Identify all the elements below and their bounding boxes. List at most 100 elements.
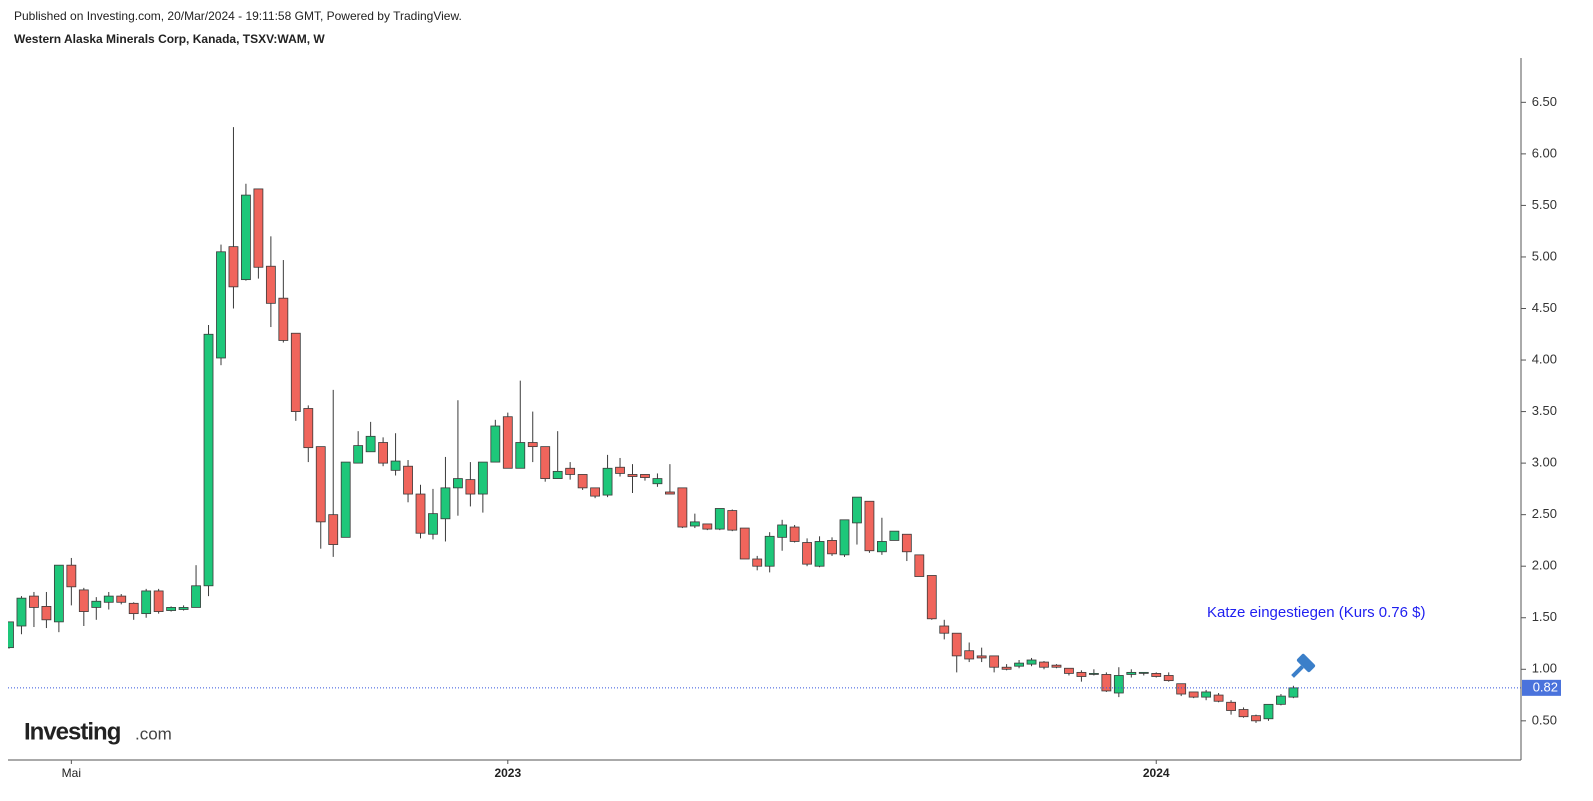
y-tick-label: 4.00: [1532, 351, 1557, 366]
candle-body: [502, 416, 513, 469]
candle-body: [1213, 694, 1224, 702]
candle-body: [827, 540, 837, 555]
candle-body: [228, 246, 239, 288]
candle-body: [627, 474, 638, 477]
candle-body: [1014, 662, 1024, 667]
x-tick-label: 2024: [1143, 766, 1170, 780]
y-tick-label: 6.50: [1532, 94, 1557, 109]
last-price-label: 0.82: [1533, 679, 1558, 694]
gavel-icon: [1291, 653, 1316, 678]
candle-body: [453, 478, 463, 489]
candle-body: [378, 442, 389, 464]
candle-body: [789, 526, 800, 542]
candle-body: [1163, 675, 1174, 682]
candle-body: [814, 541, 825, 567]
candle-body: [403, 465, 413, 495]
candle-body: [290, 332, 301, 412]
candle-body: [103, 595, 114, 603]
candle-body: [1201, 691, 1212, 698]
candle-body: [29, 595, 39, 608]
y-tick-label: 5.00: [1532, 248, 1557, 263]
candle-body: [714, 508, 725, 530]
candle-body: [340, 461, 351, 538]
candle-body: [390, 460, 401, 471]
gavel-head: [1296, 653, 1316, 673]
candle-body: [515, 442, 526, 469]
candle-body: [565, 467, 576, 475]
y-tick-label: 1.50: [1532, 609, 1557, 624]
candle-body: [764, 535, 775, 567]
candle-body: [665, 491, 675, 495]
candle-body: [91, 600, 102, 608]
candle-body: [241, 194, 251, 281]
candle-body: [852, 496, 862, 524]
y-tick-label: 0.50: [1532, 712, 1557, 727]
candle-body: [66, 564, 77, 588]
candle-body: [128, 602, 139, 615]
candle-body: [602, 467, 613, 496]
candle-body: [428, 513, 438, 535]
candle-body: [440, 487, 451, 520]
candle-body: [540, 446, 551, 479]
candle-body: [1126, 671, 1137, 675]
x-tick-label: 2023: [494, 766, 521, 780]
candle-body: [1076, 671, 1087, 677]
chart-title: Western Alaska Minerals Corp, Kanada, TS…: [14, 32, 325, 46]
candle-body: [365, 435, 376, 453]
candle-body: [1064, 667, 1074, 674]
candle-body: [8, 621, 14, 649]
last-price-box: [1522, 679, 1561, 696]
y-tick-label: 5.50: [1532, 197, 1557, 212]
candle-body: [116, 595, 127, 603]
candle-body: [777, 524, 788, 538]
candle-body: [303, 408, 314, 449]
candle-body: [141, 590, 152, 615]
y-tick-label: 3.00: [1532, 455, 1557, 470]
candle-body: [490, 425, 501, 463]
candle-body: [203, 333, 214, 587]
candle-body: [328, 514, 339, 545]
candle-body: [640, 474, 650, 478]
candle-body: [78, 589, 89, 612]
logo-name: Investing: [24, 718, 121, 745]
candle-body: [877, 541, 887, 553]
candle-body: [1188, 691, 1199, 698]
candle-body: [1026, 659, 1037, 665]
candle-body: [752, 558, 763, 567]
candle-body: [552, 470, 563, 479]
candle-body: [1088, 673, 1099, 675]
candle-body: [1288, 687, 1299, 698]
candle-body: [1113, 675, 1124, 694]
candle-body: [1101, 674, 1112, 692]
candle-body: [989, 655, 1000, 668]
candle-body: [1276, 695, 1286, 705]
candle-body: [415, 493, 426, 534]
candle-body: [926, 575, 937, 620]
candle-body: [191, 585, 201, 608]
candle-body: [216, 251, 226, 359]
candle-body: [465, 479, 476, 495]
y-tick-label: 3.50: [1532, 403, 1557, 418]
candle-body: [615, 466, 625, 474]
candle-body: [976, 655, 987, 659]
y-tick-label: 1.00: [1532, 661, 1557, 676]
candle-body: [353, 445, 364, 464]
y-tick-label: 6.00: [1532, 145, 1557, 160]
candle-body: [315, 446, 326, 523]
candle-body: [901, 533, 912, 553]
candle-body: [951, 632, 962, 657]
candle-body: [577, 474, 588, 489]
candle-body: [702, 523, 713, 530]
candle-body: [178, 607, 189, 610]
candle-body: [964, 650, 975, 660]
candle-body: [914, 554, 925, 577]
candle-body: [527, 442, 538, 448]
candle-body: [689, 521, 700, 527]
candle-body: [727, 510, 738, 531]
candle-body: [1176, 683, 1187, 695]
candle-body: [166, 607, 177, 611]
candle-body: [939, 625, 950, 634]
candle-body: [153, 590, 164, 612]
candle-body: [16, 597, 27, 627]
candle-body: [1263, 703, 1274, 720]
